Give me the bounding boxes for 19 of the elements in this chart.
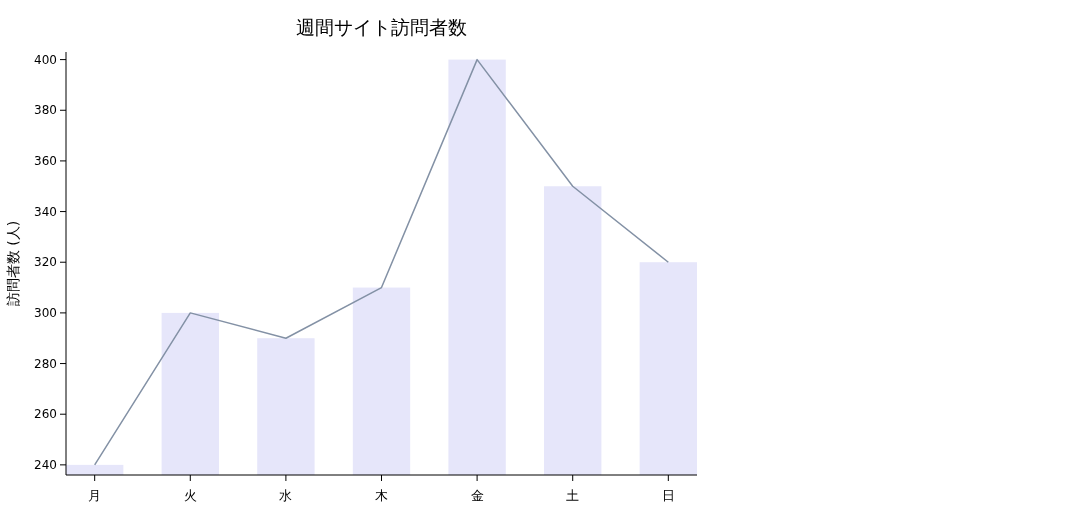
y-tick-label: 320 xyxy=(34,255,57,270)
chart-title: 週間サイト訪問者数 xyxy=(296,16,467,38)
x-tick-label: 金 xyxy=(470,488,484,503)
y-tick-label: 240 xyxy=(34,457,57,472)
y-tick-label: 340 xyxy=(34,204,57,219)
y-tick-label: 360 xyxy=(34,153,57,168)
x-tick-label: 土 xyxy=(566,488,580,503)
y-tick-label: 380 xyxy=(34,103,57,118)
x-tick-label: 日 xyxy=(661,488,675,503)
x-tick-label: 月 xyxy=(88,488,102,503)
line-series xyxy=(93,58,670,466)
y-tick-label: 280 xyxy=(34,356,57,371)
y-tick-label: 260 xyxy=(34,407,57,422)
y-tick-label: 300 xyxy=(34,305,57,320)
y-tick-label: 400 xyxy=(34,52,57,67)
y-axis-title: 訪問者数 (人) xyxy=(5,220,21,307)
x-tick-label: 水 xyxy=(279,488,293,503)
x-tick-label: 火 xyxy=(183,488,197,503)
x-tick-label: 木 xyxy=(375,488,388,503)
